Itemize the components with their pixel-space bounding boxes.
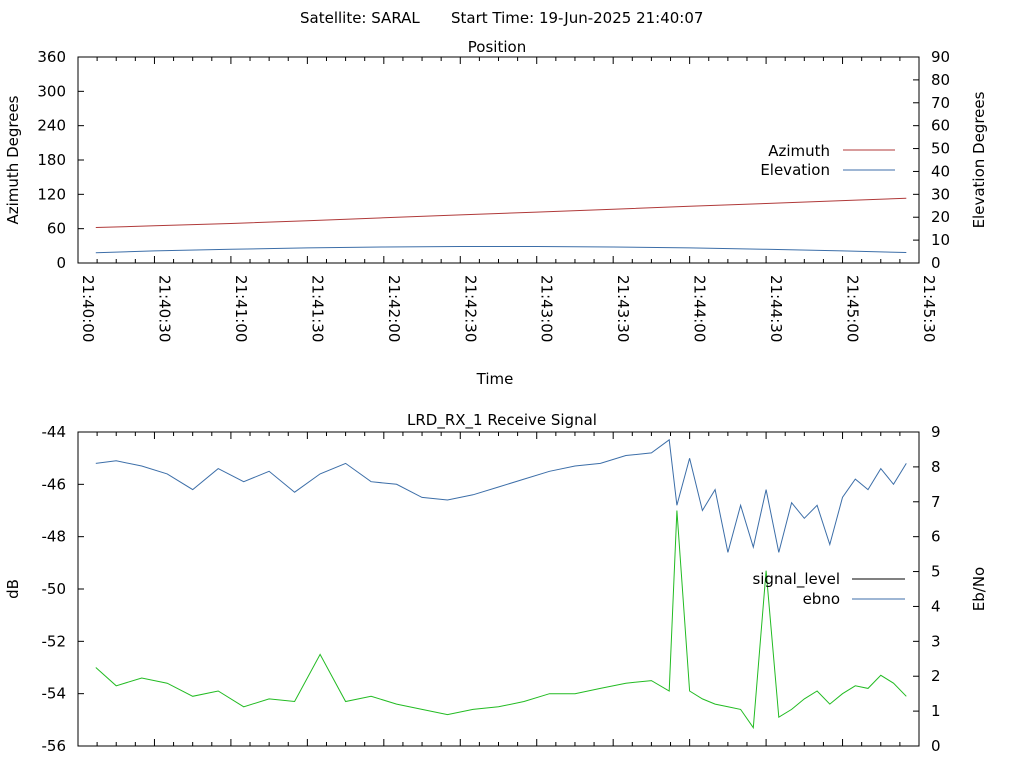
y2-tick-label: 7	[931, 493, 941, 511]
signal-chart-title: LRD_RX_1 Receive Signal	[407, 411, 597, 430]
y-tick-label: 0	[56, 254, 66, 272]
y2-tick-label: 0	[931, 254, 941, 272]
y-tick-label: 300	[37, 82, 66, 100]
legend-signal-level-label: signal_level	[752, 570, 840, 589]
series-line-elevation	[95, 246, 907, 254]
y2-tick-label: 2	[931, 667, 941, 685]
position-legend: Azimuth Elevation	[760, 142, 895, 179]
start-time-label: Start Time: 19-Jun-2025 21:40:07	[451, 9, 703, 27]
x-tick-label: 21:40:30	[155, 275, 173, 342]
y2-tick-label: 60	[931, 117, 950, 135]
y-tick-label: 120	[37, 185, 66, 203]
x-tick-label: 21:41:30	[308, 275, 326, 342]
y-tick-label: 240	[37, 117, 66, 135]
position-chart: Position Azimuth Degrees Elevation Degre…	[4, 38, 988, 388]
x-tick-label: 21:45:30	[920, 275, 938, 342]
position-y2-ticks: 0 10 20 30 40 50 60 70 80 90	[913, 48, 950, 272]
signal-plot-frame	[77, 431, 920, 747]
y-tick-label: 60	[47, 220, 66, 238]
y2-tick-label: 20	[931, 208, 950, 226]
x-tick-label: 21:40:00	[79, 275, 97, 342]
signal-x-ticks	[77, 432, 920, 746]
y2-tick-label: 40	[931, 162, 950, 180]
position-y2-axis-label: Elevation Degrees	[970, 91, 988, 228]
y2-tick-label: 4	[931, 597, 941, 615]
position-y-axis-label: Azimuth Degrees	[4, 95, 22, 224]
position-chart-title: Position	[468, 38, 526, 56]
y2-tick-label: 70	[931, 94, 950, 112]
signal-legend: signal_level ebno	[752, 570, 905, 608]
signal-y-axis-label: dB	[4, 579, 22, 599]
y2-tick-label: 80	[931, 71, 950, 89]
y2-tick-label: 30	[931, 185, 950, 203]
y-tick-label: -56	[42, 737, 67, 755]
y2-tick-label: 10	[931, 231, 950, 249]
position-y-ticks: 0 60 120 180 240 300 360	[37, 48, 84, 272]
y-tick-label: -54	[42, 685, 67, 703]
y-tick-label: -44	[42, 423, 67, 441]
legend-elevation-label: Elevation	[760, 161, 830, 179]
legend-azimuth-label: Azimuth	[768, 142, 830, 160]
series-line-ebno	[95, 438, 907, 553]
series-line-azimuth	[95, 197, 907, 228]
series-line-signal-level	[95, 510, 907, 730]
y2-tick-label: 0	[931, 737, 941, 755]
legend-ebno-label: ebno	[803, 590, 840, 608]
y2-tick-label: 3	[931, 632, 941, 650]
y2-tick-label: 50	[931, 140, 950, 158]
position-plot-frame	[77, 56, 920, 264]
x-tick-label: 21:43:30	[614, 275, 632, 342]
x-tick-label: 21:45:00	[844, 275, 862, 342]
signal-y2-ticks: 0 1 2 3 4 5 6 7 8 9	[913, 423, 941, 755]
x-tick-label: 21:44:00	[691, 275, 709, 342]
position-series	[95, 197, 907, 254]
y-tick-label: -50	[42, 580, 67, 598]
x-tick-label: 21:42:00	[385, 275, 403, 342]
y2-tick-label: 9	[931, 423, 941, 441]
y-tick-label: -46	[42, 475, 67, 493]
x-tick-label: 21:41:00	[232, 275, 250, 342]
signal-series	[95, 438, 907, 730]
position-x-axis-label: Time	[476, 370, 514, 388]
y2-tick-label: 6	[931, 528, 941, 546]
signal-y2-axis-label: Eb/No	[970, 567, 988, 611]
y-tick-label: -48	[42, 528, 67, 546]
x-tick-label: 21:44:30	[767, 275, 785, 342]
y2-tick-label: 8	[931, 458, 941, 476]
signal-chart: LRD_RX_1 Receive Signal dB Eb/No -56-54-…	[4, 411, 988, 755]
position-x-ticks: 21:40:00 21:40:30 21:41:00 21:41:30 21:42:00…	[77, 57, 938, 342]
y2-tick-label: 1	[931, 702, 941, 720]
y-tick-label: 360	[37, 48, 66, 66]
y2-tick-label: 90	[931, 48, 950, 66]
x-tick-label: 21:42:30	[461, 275, 479, 342]
y-tick-label: 180	[37, 151, 66, 169]
y-tick-label: -52	[42, 632, 67, 650]
satellite-label: Satellite: SARAL	[300, 9, 420, 27]
x-tick-label: 21:43:00	[538, 275, 556, 342]
signal-y-ticks: -56 -54 -52 -50 -48 -46 -44	[42, 423, 84, 755]
y2-tick-label: 5	[931, 563, 941, 581]
